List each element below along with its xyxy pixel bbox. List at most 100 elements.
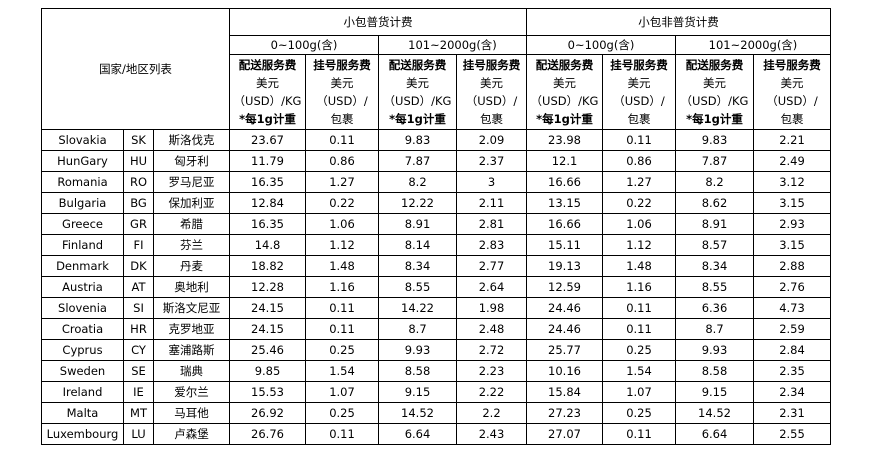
fee-unit: （USD）/ bbox=[465, 94, 518, 108]
general-heavy-delivery-fee-cell: 8.14 bbox=[378, 234, 457, 256]
fee-title: 配送服务费 bbox=[685, 58, 744, 72]
country-cn-name-cell: 斯洛文尼亚 bbox=[153, 297, 230, 319]
general-light-registration-fee-cell: 0.11 bbox=[305, 423, 379, 445]
special-light-delivery-fee-cell: 19.13 bbox=[526, 255, 603, 277]
country-name-cell: Austria bbox=[41, 276, 124, 298]
table-row: HunGary HU 匈牙利 11.79 0.86 7.87 2.37 12.1 0.86 7.8… bbox=[41, 150, 831, 172]
country-name-cell: HunGary bbox=[41, 150, 124, 172]
special-heavy-registration-fee-cell: 3.15 bbox=[753, 192, 831, 214]
general-heavy-delivery-fee-cell: 7.87 bbox=[378, 150, 457, 172]
country-code-cell: DK bbox=[123, 255, 154, 277]
registration-fee-header: 挂号服务费 美元 （USD）/ 包裹 bbox=[753, 54, 831, 130]
table-row: Cyprus CY 塞浦路斯 25.46 0.25 9.93 2.72 25.77 0.25 9.… bbox=[41, 339, 831, 361]
general-light-registration-fee-cell: 1.16 bbox=[305, 276, 379, 298]
country-name-cell: Ireland bbox=[41, 381, 124, 403]
general-light-registration-fee-cell: 1.07 bbox=[305, 381, 379, 403]
general-heavy-delivery-fee-cell: 8.55 bbox=[378, 276, 457, 298]
general-light-registration-fee-cell: 0.11 bbox=[305, 297, 379, 319]
country-code-cell: RO bbox=[123, 171, 154, 193]
special-light-delivery-fee-cell: 24.46 bbox=[526, 297, 603, 319]
delivery-fee-header: 配送服务费 美元 （USD）/KG *每1g计重 bbox=[526, 54, 603, 130]
special-light-registration-fee-cell: 0.22 bbox=[602, 192, 676, 214]
special-heavy-delivery-fee-cell: 8.55 bbox=[675, 276, 754, 298]
country-code-cell: IE bbox=[123, 381, 154, 403]
fee-note: *每1g计重 bbox=[536, 112, 593, 126]
fee-note: 包裹 bbox=[480, 112, 503, 126]
table-row: Austria AT 奥地利 12.28 1.16 8.55 2.64 12.59 1.16 8.… bbox=[41, 276, 831, 298]
rate-table-container: 国家/地区列表 小包普货计费 小包非普货计费 0~100g(含) 101~200… bbox=[41, 8, 831, 445]
country-cn-name-cell: 希腊 bbox=[153, 213, 230, 235]
special-light-delivery-fee-cell: 27.23 bbox=[526, 402, 603, 424]
special-light-delivery-fee-cell: 23.98 bbox=[526, 129, 603, 151]
shipping-rate-table: 国家/地区列表 小包普货计费 小包非普货计费 0~100g(含) 101~200… bbox=[41, 8, 831, 445]
range-header: 101~2000g(含) bbox=[378, 35, 527, 55]
header-group-row: 国家/地区列表 小包普货计费 小包非普货计费 bbox=[41, 8, 831, 130]
general-light-registration-fee-cell: 0.22 bbox=[305, 192, 379, 214]
table-row: Romania RO 罗马尼亚 16.35 1.27 8.2 3 16.66 1.27 8.2 3.… bbox=[41, 171, 831, 193]
fee-currency: 美元 bbox=[703, 76, 726, 90]
country-code-cell: HR bbox=[123, 318, 154, 340]
country-cn-name-cell: 丹麦 bbox=[153, 255, 230, 277]
country-cn-name-cell: 斯洛伐克 bbox=[153, 129, 230, 151]
general-heavy-registration-fee-cell: 2.77 bbox=[456, 255, 527, 277]
country-name-cell: Denmark bbox=[41, 255, 124, 277]
general-light-registration-fee-cell: 0.25 bbox=[305, 339, 379, 361]
table-row: Greece GR 希腊 16.35 1.06 8.91 2.81 16.66 1.06 8.91… bbox=[41, 213, 831, 235]
fee-title: 挂号服务费 bbox=[610, 58, 668, 72]
country-code-cell: CY bbox=[123, 339, 154, 361]
general-heavy-registration-fee-cell: 2.09 bbox=[456, 129, 527, 151]
general-light-delivery-fee-cell: 26.76 bbox=[229, 423, 306, 445]
special-heavy-delivery-fee-cell: 9.93 bbox=[675, 339, 754, 361]
fee-unit: （USD）/KG bbox=[530, 94, 599, 108]
country-list-header: 国家/地区列表 bbox=[41, 8, 230, 130]
special-heavy-delivery-fee-cell: 8.58 bbox=[675, 360, 754, 382]
delivery-fee-header: 配送服务费 美元 （USD）/KG *每1g计重 bbox=[675, 54, 754, 130]
fee-unit: （USD）/ bbox=[766, 94, 818, 108]
general-heavy-delivery-fee-cell: 9.93 bbox=[378, 339, 457, 361]
fee-unit: （USD）/KG bbox=[680, 94, 749, 108]
special-light-registration-fee-cell: 0.11 bbox=[602, 297, 676, 319]
country-cn-name-cell: 爱尔兰 bbox=[153, 381, 230, 403]
special-light-delivery-fee-cell: 16.66 bbox=[526, 213, 603, 235]
general-light-delivery-fee-cell: 24.15 bbox=[229, 297, 306, 319]
country-cn-name-cell: 匈牙利 bbox=[153, 150, 230, 172]
special-heavy-registration-fee-cell: 2.55 bbox=[753, 423, 831, 445]
general-heavy-delivery-fee-cell: 9.83 bbox=[378, 129, 457, 151]
country-code-cell: AT bbox=[123, 276, 154, 298]
special-light-registration-fee-cell: 1.12 bbox=[602, 234, 676, 256]
country-cn-name-cell: 罗马尼亚 bbox=[153, 171, 230, 193]
general-heavy-delivery-fee-cell: 9.15 bbox=[378, 381, 457, 403]
country-code-cell: SK bbox=[123, 129, 154, 151]
general-heavy-registration-fee-cell: 2.83 bbox=[456, 234, 527, 256]
special-heavy-registration-fee-cell: 2.35 bbox=[753, 360, 831, 382]
general-heavy-registration-fee-cell: 2.48 bbox=[456, 318, 527, 340]
general-heavy-registration-fee-cell: 3 bbox=[456, 171, 527, 193]
country-name-cell: Sweden bbox=[41, 360, 124, 382]
special-light-delivery-fee-cell: 12.59 bbox=[526, 276, 603, 298]
country-code-cell: BG bbox=[123, 192, 154, 214]
fee-title: 挂号服务费 bbox=[462, 58, 521, 72]
fee-currency: 美元 bbox=[406, 76, 429, 90]
country-cn-name-cell: 保加利亚 bbox=[153, 192, 230, 214]
general-heavy-registration-fee-cell: 2.23 bbox=[456, 360, 527, 382]
special-light-registration-fee-cell: 1.07 bbox=[602, 381, 676, 403]
general-heavy-registration-fee-cell: 2.37 bbox=[456, 150, 527, 172]
fee-unit: （USD）/KG bbox=[383, 94, 452, 108]
general-light-delivery-fee-cell: 12.84 bbox=[229, 192, 306, 214]
special-heavy-registration-fee-cell: 2.93 bbox=[753, 213, 831, 235]
fee-title: 配送服务费 bbox=[535, 58, 594, 72]
special-heavy-registration-fee-cell: 2.88 bbox=[753, 255, 831, 277]
fee-note: 包裹 bbox=[330, 112, 354, 126]
special-heavy-delivery-fee-cell: 14.52 bbox=[675, 402, 754, 424]
special-heavy-delivery-fee-cell: 8.57 bbox=[675, 234, 754, 256]
country-name-cell: Greece bbox=[41, 213, 124, 235]
general-heavy-delivery-fee-cell: 8.7 bbox=[378, 318, 457, 340]
general-light-delivery-fee-cell: 18.82 bbox=[229, 255, 306, 277]
country-cn-name-cell: 奥地利 bbox=[153, 276, 230, 298]
general-light-delivery-fee-cell: 11.79 bbox=[229, 150, 306, 172]
registration-fee-header: 挂号服务费 美元 （USD）/ 包裹 bbox=[602, 54, 676, 130]
table-row: Finland FI 芬兰 14.8 1.12 8.14 2.83 15.11 1.12 8.57… bbox=[41, 234, 831, 256]
fee-title: 挂号服务费 bbox=[763, 58, 821, 72]
table-body: Slovakia SK 斯洛伐克 23.67 0.11 9.83 2.09 23.98 0.11… bbox=[41, 129, 831, 445]
country-name-cell: Cyprus bbox=[41, 339, 124, 361]
